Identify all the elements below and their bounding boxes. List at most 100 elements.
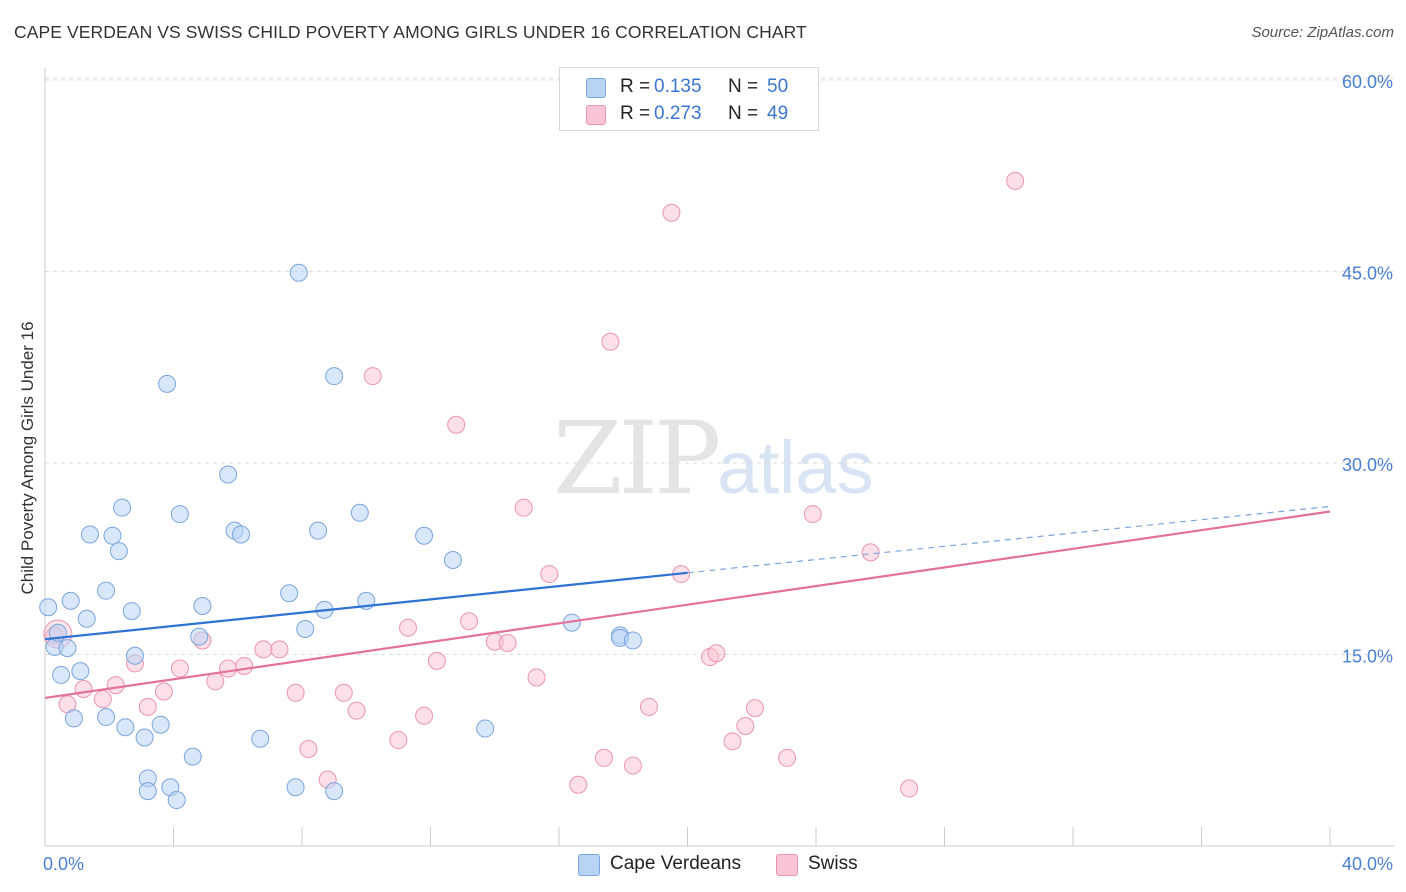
swiss-point (347, 701, 366, 720)
cape-verdean-point (122, 602, 141, 621)
swiss-point (778, 748, 797, 767)
pink-swatch (586, 105, 606, 125)
legend-row-cape-verdeans: R = 0.135 N = 50 (560, 74, 818, 100)
series-legend: Cape Verdeans Swiss (0, 852, 1406, 878)
cape-verdean-point (80, 525, 99, 544)
swiss-point (427, 651, 446, 670)
y-tick-label: 15.0% (1342, 647, 1393, 667)
swiss-point (745, 699, 764, 718)
swiss-point (93, 690, 112, 709)
r-label: R = (620, 76, 651, 97)
swiss-point (623, 756, 642, 775)
swiss-point (900, 779, 919, 798)
cape-verdean-point (415, 526, 434, 545)
cape-verdean-point (39, 598, 58, 617)
y-tick-label: 60.0% (1342, 72, 1393, 92)
source-label: Source: ZipAtlas.com (1251, 24, 1394, 41)
y-axis-label: Child Poverty Among Girls Under 16 (18, 321, 37, 594)
n-label: N = (728, 76, 759, 97)
watermark: ZIPatlas (553, 400, 874, 517)
swiss-point (106, 676, 125, 695)
swiss-point (527, 668, 546, 687)
swiss-point (415, 706, 434, 725)
swiss-point (299, 739, 318, 758)
swiss-point (286, 683, 305, 702)
swiss-point (723, 732, 742, 751)
swiss-point (74, 679, 93, 698)
swiss-point (170, 659, 189, 678)
x-tick-label: 40.0% (1342, 854, 1393, 874)
cape-verdean-trend-line (44, 571, 688, 641)
swiss-point (206, 672, 225, 691)
swiss-point (639, 697, 658, 716)
cape-verdean-point (251, 729, 270, 748)
legend-row-swiss: R = 0.273 N = 49 (560, 101, 818, 127)
swiss-trend-line (44, 510, 1331, 699)
cape-verdean-point (109, 542, 128, 561)
pink-swatch (776, 854, 798, 876)
swiss-point (399, 618, 418, 637)
cape-verdean-point (113, 498, 132, 517)
swiss-point (601, 332, 620, 351)
cape-verdean-point (296, 619, 315, 638)
swiss-point (514, 498, 533, 517)
r-value: 0.135 (654, 76, 702, 97)
n-label: N = (728, 103, 759, 124)
grid-lines (45, 77, 1394, 655)
n-value: 50 (767, 76, 789, 97)
cape-verdean-point (71, 662, 90, 681)
trend-lines (44, 505, 1331, 699)
cape-verdean-point (476, 719, 495, 738)
swiss-point (1006, 171, 1025, 190)
cape-verdean-point (135, 728, 154, 747)
cape-verdean-point (103, 526, 122, 545)
n-value: 49 (767, 103, 789, 124)
cape-verdean-point (77, 609, 96, 628)
swiss-point (460, 612, 479, 631)
stats-legend: R = 0.135 N = 50 R = 0.273 N = 49 (559, 67, 819, 131)
cape-verdean-point (52, 665, 71, 684)
cape-verdean-points (39, 263, 642, 810)
swiss-point (569, 775, 588, 794)
cape-verdean-point (138, 782, 157, 801)
blue-swatch (586, 78, 606, 98)
cape-verdean-point (125, 646, 144, 665)
cape-verdean-point (58, 639, 77, 658)
cape-verdean-point (167, 791, 186, 810)
cape-verdean-point (325, 782, 344, 801)
x-tick-label: 0.0% (43, 854, 84, 874)
cape-verdean-point (289, 263, 308, 282)
swiss-point (219, 659, 238, 678)
cape-verdean-point (443, 551, 462, 570)
swiss-point (334, 683, 353, 702)
swiss-point (540, 565, 559, 584)
swiss-point (594, 748, 613, 767)
legend-label: Swiss (808, 853, 858, 874)
swiss-point (235, 656, 254, 675)
r-label: R = (620, 103, 651, 124)
blue-swatch (578, 854, 600, 876)
legend-label: Cape Verdeans (610, 853, 741, 874)
swiss-point (662, 203, 681, 222)
watermark-atlas: atlas (717, 426, 874, 509)
swiss-point (138, 697, 157, 716)
swiss-point (363, 367, 382, 386)
axes (44, 68, 1394, 847)
swiss-point (389, 731, 408, 750)
swiss-point (447, 415, 466, 434)
cape-verdean-point (116, 718, 135, 737)
swiss-point (707, 644, 726, 663)
cape-verdean-point (170, 505, 189, 524)
watermark-zip: ZIP (553, 400, 721, 517)
cape-verdean-point (350, 503, 369, 522)
cape-verdean-point (280, 584, 299, 603)
r-value: 0.273 (654, 103, 702, 124)
swiss-point (270, 640, 289, 659)
tick-labels: 15.0% 30.0% 45.0% 60.0% 0.0% 40.0% (43, 72, 1393, 874)
cape-verdean-point (325, 367, 344, 386)
swiss-point (254, 640, 273, 659)
cape-verdean-point (219, 465, 238, 484)
cape-verdean-point (158, 374, 177, 393)
swiss-points (43, 171, 1025, 798)
cape-verdean-point (151, 715, 170, 734)
